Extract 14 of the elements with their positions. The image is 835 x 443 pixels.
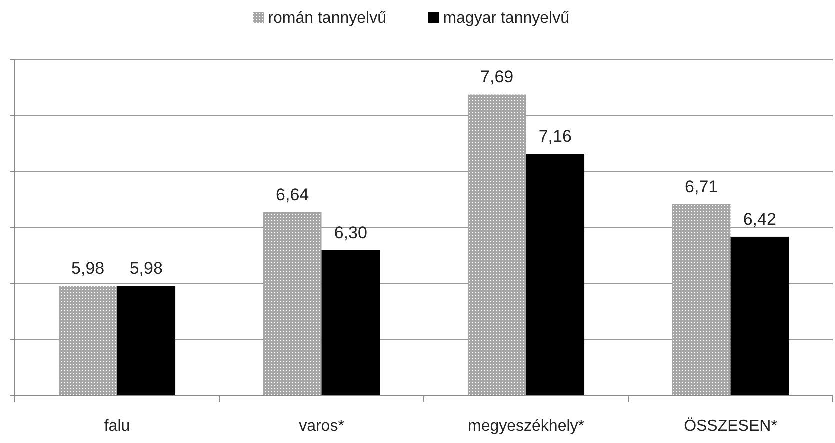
data-label: 6,64 bbox=[276, 185, 310, 204]
legend-label: magyar tannyelvű bbox=[443, 10, 570, 27]
data-label: 7,69 bbox=[480, 68, 514, 87]
x-tick-label: megyeszékhely* bbox=[468, 418, 584, 435]
x-tick-label: ÖSSZESEN* bbox=[684, 417, 778, 435]
data-label: 6,30 bbox=[334, 223, 368, 242]
data-label: 6,42 bbox=[743, 210, 776, 229]
x-tick-label: falu bbox=[104, 418, 130, 435]
data-label: 5,98 bbox=[130, 259, 163, 278]
legend-label: román tannyelvű bbox=[268, 10, 387, 27]
data-label: 5,98 bbox=[72, 259, 105, 278]
data-label: 6,71 bbox=[685, 177, 718, 196]
data-label: 7,16 bbox=[538, 127, 572, 146]
x-tick-label: varos* bbox=[299, 418, 344, 435]
